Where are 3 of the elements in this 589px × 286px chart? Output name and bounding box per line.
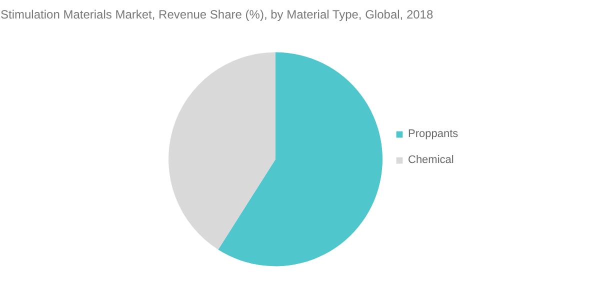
legend-label: Chemical [408,154,454,166]
legend-label: Proppants [408,128,458,140]
chart-title: Stimulation Materials Market, Revenue Share (%), by Material Type, Global, 2018 [0,8,434,22]
